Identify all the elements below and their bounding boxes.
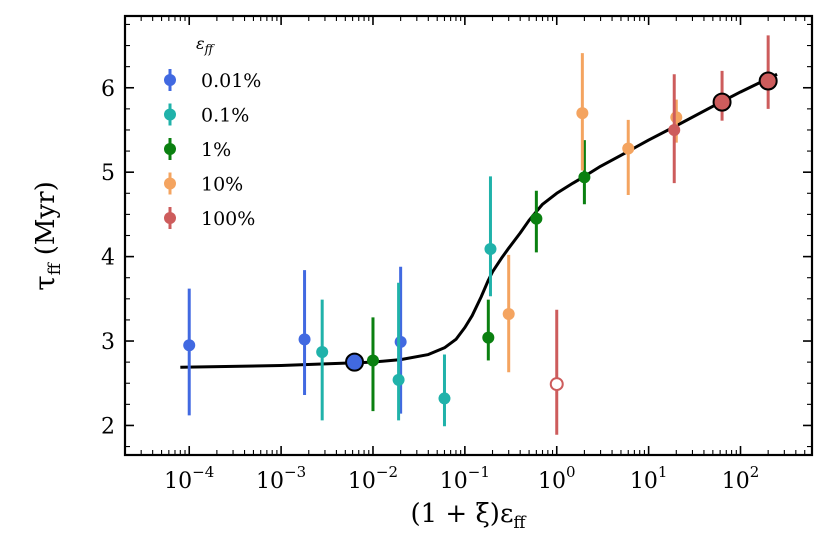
data-point xyxy=(394,335,407,348)
legend-entry: 0.1% xyxy=(164,103,249,127)
data-point xyxy=(668,123,681,136)
legend-title: εff xyxy=(196,34,216,56)
data-point xyxy=(484,243,497,256)
data-point xyxy=(530,212,543,225)
legend-label: 10% xyxy=(201,174,243,196)
series-100% xyxy=(549,74,681,435)
series-0.1% xyxy=(316,176,497,427)
y-tick-label: 3 xyxy=(101,330,115,355)
series-1% xyxy=(366,140,591,412)
x-tick-label: 10−3 xyxy=(256,463,306,494)
legend-label: 1% xyxy=(201,139,231,161)
data-points-layer xyxy=(183,53,683,435)
legend-entry: 0.01% xyxy=(164,69,261,92)
x-tick-label: 10−4 xyxy=(164,463,214,494)
legend-label: 100% xyxy=(201,208,255,230)
legend-entries: 0.01% 0.1% 1% 10% 100% xyxy=(164,69,261,230)
legend-label: 0.1% xyxy=(201,105,249,127)
data-point xyxy=(316,346,329,359)
y-tick-label: 5 xyxy=(101,161,115,186)
x-tick-label: 100 xyxy=(538,463,576,494)
legend-label: 0.01% xyxy=(201,70,261,92)
data-point xyxy=(502,308,515,321)
highlight-point xyxy=(758,71,778,91)
legend-marker xyxy=(164,212,176,224)
series-10% xyxy=(502,53,683,373)
plot-frame xyxy=(123,14,814,457)
highlight-points-layer xyxy=(345,35,778,372)
x-tick-label: 101 xyxy=(630,463,668,494)
x-tick-label: 10−1 xyxy=(440,463,490,494)
legend: εff 0.01% 0.1% 1% 10% 100% xyxy=(164,34,261,230)
x-tick-label: 102 xyxy=(722,463,760,494)
x-tick-labels: 10−4 10−3 10−2 10−1 100 101 102 xyxy=(164,463,759,494)
highlight-point xyxy=(345,352,365,372)
y-tick-label: 4 xyxy=(101,246,115,271)
data-point xyxy=(670,111,683,124)
data-point xyxy=(392,373,405,386)
data-point xyxy=(366,354,379,367)
fit-curve-layer xyxy=(180,72,778,369)
legend-entry: 100% xyxy=(164,207,255,230)
data-point xyxy=(298,333,311,346)
y-axis-label: τff(Myr) xyxy=(28,181,65,291)
data-point xyxy=(183,339,196,352)
x-tick-label: 10−2 xyxy=(348,463,398,494)
y-tick-label: 6 xyxy=(101,77,115,102)
legend-entry: 10% xyxy=(164,172,243,196)
highlight-point xyxy=(712,92,732,112)
data-point xyxy=(576,107,589,120)
x-axis-label: (1 + ξ)εff xyxy=(410,499,527,533)
data-point-hollow xyxy=(549,377,564,392)
fit-curve xyxy=(180,72,778,369)
legend-marker xyxy=(164,143,176,155)
data-point xyxy=(578,171,591,184)
data-point xyxy=(622,142,635,155)
y-tick-label: 2 xyxy=(101,414,115,439)
series-0.01% xyxy=(183,266,407,416)
y-tick-labels: 2 3 4 5 6 xyxy=(101,77,115,440)
data-point xyxy=(438,392,451,405)
data-point xyxy=(482,331,495,344)
legend-marker xyxy=(164,177,176,190)
legend-marker xyxy=(164,74,176,86)
legend-entry: 1% xyxy=(164,138,231,161)
legend-marker xyxy=(164,108,176,121)
